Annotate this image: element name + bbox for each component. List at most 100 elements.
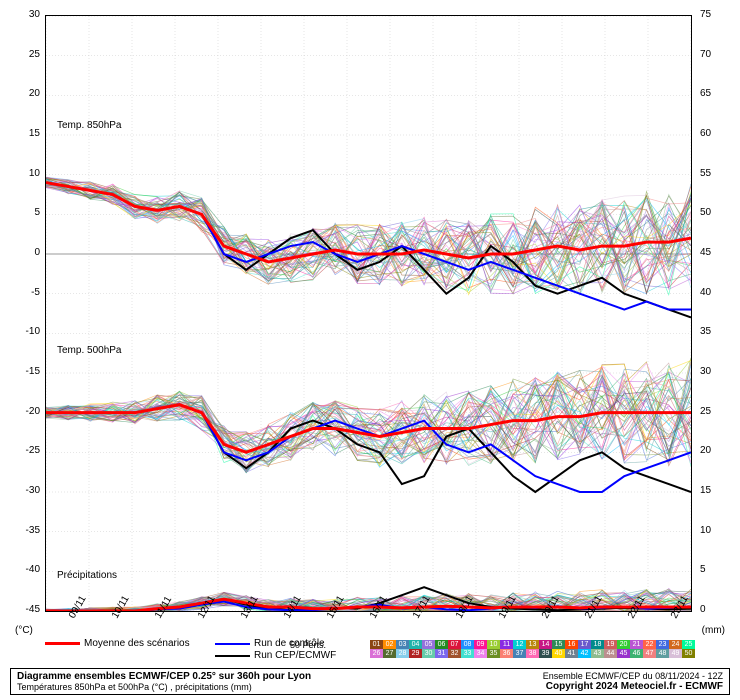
legend-mean-label: Moyenne des scénarios <box>84 638 190 649</box>
y-right-tick: 35 <box>700 326 725 337</box>
palette-cell: 26 <box>370 649 383 658</box>
footer-box: Diagramme ensembles ECMWF/CEP 0.25° sur … <box>10 668 730 695</box>
palette-cell: 32 <box>448 649 461 658</box>
palette-cell: 45 <box>617 649 630 658</box>
palette-cell: 33 <box>461 649 474 658</box>
palette-cell: 14 <box>539 640 552 649</box>
footer-copyright: Copyright 2024 Meteociel.fr - ECMWF <box>543 681 723 692</box>
panel-label-850: Temp. 850hPa <box>55 120 124 131</box>
palette-cell: 40 <box>552 649 565 658</box>
palette-cell: 01 <box>370 640 383 649</box>
y-left-tick: -40 <box>10 564 40 575</box>
palette-cell: 06 <box>435 640 448 649</box>
palette-cell: 13 <box>526 640 539 649</box>
panel-label-precip: Précipitations <box>55 570 119 581</box>
palette-cell: 07 <box>448 640 461 649</box>
palette-cell: 17 <box>578 640 591 649</box>
y-right-tick: 0 <box>700 604 725 615</box>
y-right-tick: 20 <box>700 445 725 456</box>
palette-cell: 21 <box>630 640 643 649</box>
legend-line-cep <box>215 655 250 657</box>
y-left-tick: -10 <box>10 326 40 337</box>
palette-cell: 50 <box>682 649 695 658</box>
legend-line-mean <box>45 642 80 645</box>
palette-cell: 39 <box>539 649 552 658</box>
palette-cell: 43 <box>591 649 604 658</box>
y-left-tick: -30 <box>10 485 40 496</box>
y-left-tick: 5 <box>10 207 40 218</box>
palette-cell: 03 <box>396 640 409 649</box>
y-right-tick: 75 <box>700 9 725 20</box>
y-left-tick: 0 <box>10 247 40 258</box>
palette-cell: 18 <box>591 640 604 649</box>
y-right-tick: 30 <box>700 366 725 377</box>
y-right-tick: 70 <box>700 49 725 60</box>
palette-cell: 24 <box>669 640 682 649</box>
plot-svg <box>46 16 691 611</box>
y-right-tick: 15 <box>700 485 725 496</box>
y-left-tick: 15 <box>10 128 40 139</box>
y-right-tick: 5 <box>700 564 725 575</box>
y-right-tick: 45 <box>700 247 725 258</box>
palette-cell: 09 <box>474 640 487 649</box>
y-left-tick: 25 <box>10 49 40 60</box>
legend-line-control <box>215 643 250 645</box>
palette-cell: 41 <box>565 649 578 658</box>
palette-cell: 27 <box>383 649 396 658</box>
y-left-unit: (°C) <box>15 625 33 636</box>
footer-subtitle: Températures 850hPa et 500hPa (°C) , pré… <box>17 682 311 692</box>
y-right-unit: (mm) <box>702 625 725 636</box>
perts-palette: 0102030405060708091011121314151617181920… <box>370 640 695 658</box>
palette-cell: 15 <box>552 640 565 649</box>
y-right-tick: 60 <box>700 128 725 139</box>
y-left-tick: 30 <box>10 9 40 20</box>
palette-cell: 04 <box>409 640 422 649</box>
palette-cell: 16 <box>565 640 578 649</box>
palette-cell: 42 <box>578 649 591 658</box>
palette-cell: 29 <box>409 649 422 658</box>
palette-cell: 22 <box>643 640 656 649</box>
plot-area <box>45 15 692 612</box>
palette-cell: 44 <box>604 649 617 658</box>
palette-cell: 02 <box>383 640 396 649</box>
palette-cell: 48 <box>656 649 669 658</box>
palette-cell: 11 <box>500 640 513 649</box>
palette-cell: 38 <box>526 649 539 658</box>
y-right-tick: 50 <box>700 207 725 218</box>
palette-cell: 10 <box>487 640 500 649</box>
palette-cell: 37 <box>513 649 526 658</box>
palette-cell: 08 <box>461 640 474 649</box>
palette-cell: 28 <box>396 649 409 658</box>
palette-cell: 31 <box>435 649 448 658</box>
y-left-tick: 20 <box>10 88 40 99</box>
y-left-tick: -5 <box>10 287 40 298</box>
palette-cell: 46 <box>630 649 643 658</box>
legend-mean: Moyenne des scénarios <box>45 638 190 649</box>
palette-cell: 25 <box>682 640 695 649</box>
y-right-tick: 25 <box>700 406 725 417</box>
palette-cell: 35 <box>487 649 500 658</box>
y-right-tick: 65 <box>700 88 725 99</box>
panel-label-500: Temp. 500hPa <box>55 345 124 356</box>
palette-cell: 19 <box>604 640 617 649</box>
palette-cell: 34 <box>474 649 487 658</box>
palette-cell: 49 <box>669 649 682 658</box>
footer-ensemble: Ensemble ECMWF/CEP du 08/11/2024 - 12Z <box>543 671 723 681</box>
y-left-tick: -25 <box>10 445 40 456</box>
palette-cell: 47 <box>643 649 656 658</box>
palette-cell: 05 <box>422 640 435 649</box>
chart-container: -45-40-35-30-25-20-15-10-5051015202530 0… <box>0 0 740 700</box>
y-right-tick: 55 <box>700 168 725 179</box>
y-left-tick: 10 <box>10 168 40 179</box>
legend-perts: 50 Perts. <box>290 640 326 650</box>
y-left-tick: -35 <box>10 525 40 536</box>
y-right-tick: 10 <box>700 525 725 536</box>
y-left-tick: -15 <box>10 366 40 377</box>
y-left-tick: -20 <box>10 406 40 417</box>
palette-cell: 23 <box>656 640 669 649</box>
palette-cell: 12 <box>513 640 526 649</box>
palette-cell: 20 <box>617 640 630 649</box>
palette-cell: 30 <box>422 649 435 658</box>
y-left-tick: -45 <box>10 604 40 615</box>
legend-cep: Run CEP/ECMWF <box>215 650 336 661</box>
